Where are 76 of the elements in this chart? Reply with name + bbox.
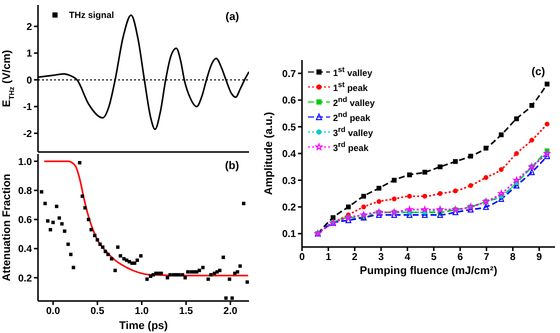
point [528,168,535,176]
y-tick-label: 0.3 [282,176,296,187]
x-tick-label: 0.0 [46,306,60,318]
x-tick-label: 1 [326,252,332,264]
point [438,164,442,170]
annotation: (c) [532,66,545,78]
point [452,159,458,164]
point [514,116,519,122]
point [407,172,412,178]
point [529,138,534,143]
point [484,146,488,151]
point [498,167,504,172]
point [422,194,428,199]
point [468,183,474,188]
legend-label: 1$^{st}$ peak [333,79,368,94]
x-axis-title: Time (ps) [119,320,168,332]
point [422,206,428,212]
point [361,204,366,210]
point [376,186,382,191]
point [346,204,351,210]
point [406,206,413,212]
y-tick-label: 0.8 [18,186,32,197]
x-tick-label: 6 [457,252,464,264]
point [437,212,443,218]
y-tick-label: 0.6 [18,215,32,226]
point [498,190,504,196]
y-tick-label: 0.5 [282,122,296,134]
point [544,122,550,127]
y-tick-label: 0.2 [282,202,296,214]
point [407,194,412,199]
legend-label: 2$^{nd}$ valley [333,94,375,109]
x-tick-label: 7 [484,252,490,264]
x-tick-label: 3 [378,252,384,264]
x-axis-title: Pumping fluence (mJ/cm²) [360,265,498,277]
y-tick-label: 0.6 [282,96,296,107]
legend-label: THz signal [69,9,114,21]
y-tick-label: 2 [26,22,32,33]
point [529,103,534,108]
x-tick-label: 0.5 [90,306,105,318]
y-tick-label: -2 [23,128,32,140]
point [544,82,550,86]
point [483,204,489,210]
point [514,151,519,156]
point [330,215,336,220]
y-axis-title: Amplitude (a.u.) [263,112,275,196]
x-tick-label: 5 [430,252,437,264]
legend-label: 3$^{rd}$ valley [333,124,374,139]
y-tick-label: 0.4 [282,149,296,160]
x-tick-label: 4 [404,252,411,264]
x-tick-label: 1.0 [134,306,150,318]
y-tick-label: 0.7 [282,68,296,80]
point [376,199,382,204]
x-tick-label: 2.0 [223,306,238,318]
y-tick-label: 0 [26,75,32,86]
x-tick-label: 2 [352,252,358,264]
annotation: (a) [226,11,239,23]
annotation: (b) [224,160,239,172]
x-tick-label: 8 [510,252,516,264]
point [452,188,458,194]
point [513,176,520,184]
point [484,175,488,180]
x-tick-label: 9 [536,252,542,264]
y-axis-title: Attenuation Fraction [1,173,13,282]
x-tick-label: 0 [299,252,306,264]
legend-label: 1$^{st}$ valley [333,64,372,79]
point [438,191,442,196]
y-tick-label: 1 [26,48,32,60]
y-tick-label: 0.4 [18,244,32,256]
legend-label: 2$^{nd}$ peak [333,109,370,124]
y-tick-label: -1 [23,102,32,114]
y-tick-label: 0.2 [18,273,32,284]
legend-label: 3$^{rd}$ peak [333,139,369,154]
y-tick-label: 0.1 [282,229,296,240]
x-tick-label: 1.5 [179,306,194,318]
point [392,196,397,202]
y-tick-label: 1.0 [18,156,32,168]
